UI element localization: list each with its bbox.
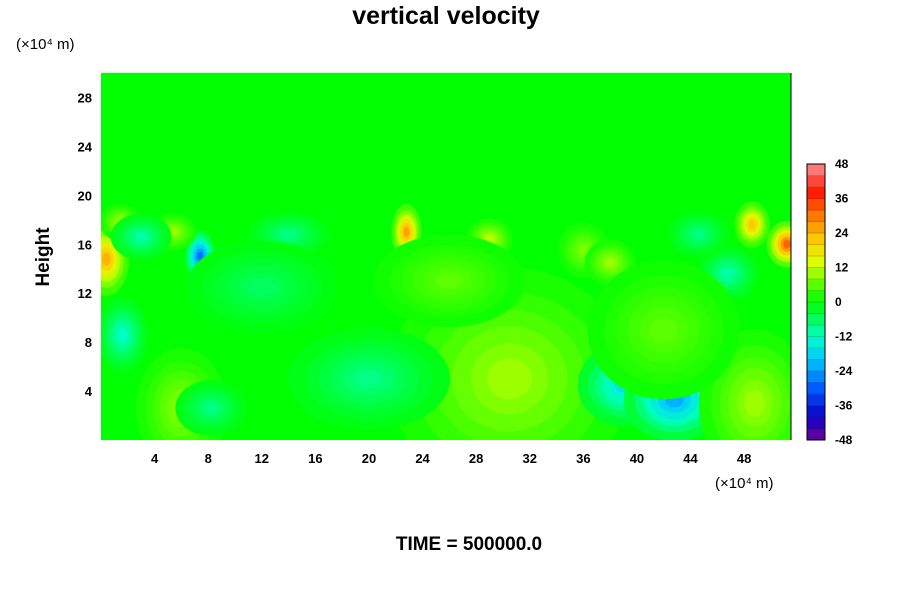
heatmap-contour xyxy=(117,327,128,342)
y-tick-label: 12 xyxy=(78,286,92,301)
heatmap-feature xyxy=(587,260,740,400)
y-tick-label: 8 xyxy=(85,335,92,350)
colorbar-frame xyxy=(806,163,826,441)
y-axis-unit-label: (×10⁴ m) xyxy=(16,36,75,53)
colorbar-tick-label: -48 xyxy=(835,433,853,447)
x-tick-label: 32 xyxy=(523,451,537,466)
heatmap-contour xyxy=(247,278,276,296)
heatmap-feature xyxy=(175,380,247,436)
colorbar-segment xyxy=(807,198,825,211)
x-tick-label: 20 xyxy=(362,451,376,466)
colorbar-segment xyxy=(807,405,825,418)
y-tick-label: 16 xyxy=(78,237,92,252)
colorbar-segment xyxy=(807,336,825,349)
x-tick-label: 40 xyxy=(630,451,644,466)
heatmap-contour xyxy=(649,317,678,343)
x-tick-label: 24 xyxy=(415,451,430,466)
x-tick-label: 4 xyxy=(151,451,159,466)
x-tick-label: 28 xyxy=(469,451,483,466)
colorbar-segment xyxy=(807,359,825,372)
x-tick-label: 44 xyxy=(683,451,698,466)
colorbar-segment xyxy=(807,382,825,395)
heatmap-contour xyxy=(722,268,734,279)
x-axis-unit-label: (×10⁴ m) xyxy=(715,475,774,492)
heatmap-contour xyxy=(403,226,410,238)
heatmap-contour xyxy=(353,369,384,389)
colorbar-segment xyxy=(807,233,825,245)
colorbar-segment xyxy=(807,313,825,326)
heatmap-feature xyxy=(373,234,526,328)
colorbar-tick-label: 48 xyxy=(835,157,849,171)
x-tick-label: 12 xyxy=(255,451,269,466)
heatmap-feature xyxy=(287,327,451,430)
colorbar-segment xyxy=(807,221,825,234)
colorbar-segment xyxy=(807,210,825,222)
heatmap-feature xyxy=(185,240,338,334)
heatmap-contour xyxy=(744,389,766,418)
x-tick-label: 36 xyxy=(576,451,590,466)
heatmap-contour xyxy=(281,230,297,239)
colorbar-segment xyxy=(807,267,825,280)
colorbar-tick-label: -36 xyxy=(835,399,853,413)
y-tick-label: 24 xyxy=(78,139,93,154)
colorbar-tick-label: 36 xyxy=(835,192,849,206)
heatmap-feature xyxy=(766,221,791,268)
heatmap-feature xyxy=(101,297,148,372)
y-tick-label: 20 xyxy=(78,188,92,203)
heatmap-feature xyxy=(110,213,172,261)
colorbar-tick-label: -12 xyxy=(835,330,853,344)
heatmap-contour xyxy=(487,358,533,400)
colorbar-segment xyxy=(807,348,825,360)
heatmap-contour xyxy=(783,239,791,249)
heatmap-feature xyxy=(668,211,729,258)
heatmap-contour xyxy=(204,403,218,414)
colorbar-segment xyxy=(807,244,825,257)
colorbar-tick-label: 12 xyxy=(835,261,849,275)
colorbar-segment xyxy=(807,394,825,406)
heatmap-contour xyxy=(435,272,464,290)
colorbar-segment xyxy=(807,290,825,303)
colorbar-segment xyxy=(807,325,825,337)
colorbar-segment xyxy=(807,428,825,441)
y-tick-label: 4 xyxy=(85,384,93,399)
colorbar-segment xyxy=(807,187,825,199)
heatmap-feature xyxy=(734,201,770,248)
colorbar-tick-label: -24 xyxy=(835,364,853,378)
heatmap-contour xyxy=(692,230,705,239)
y-tick-label: 28 xyxy=(78,90,92,105)
colorbar-segment xyxy=(807,164,825,176)
heatmap-contour xyxy=(102,252,111,266)
heatmap-feature xyxy=(584,239,636,286)
colorbar-ticks: 48 36 24 12 0 -12 -24 -36 -48 xyxy=(835,157,853,447)
heatmap-contour xyxy=(748,220,756,229)
y-axis-ticks: 4 8 12 16 20 24 28 xyxy=(78,90,93,399)
colorbar-segment xyxy=(807,279,825,291)
time-label: TIME = 500000.0 xyxy=(396,534,542,555)
y-axis-title: Height xyxy=(33,227,54,287)
x-axis-ticks: 4 8 12 16 20 24 28 32 36 40 44 48 xyxy=(151,451,751,466)
x-tick-label: 8 xyxy=(205,451,212,466)
colorbar-segment xyxy=(807,256,825,268)
heatmap-contour xyxy=(578,245,589,256)
colorbar-tick-label: 24 xyxy=(835,226,849,240)
heatmap-contour xyxy=(605,258,615,267)
x-tick-label: 48 xyxy=(737,451,751,466)
colorbar-segment xyxy=(807,371,825,383)
colorbar-segment xyxy=(807,417,825,429)
heatmap-contour xyxy=(135,232,147,242)
colorbar-segment xyxy=(807,302,825,314)
heatmap-feature xyxy=(387,267,632,440)
colorbar xyxy=(806,163,826,441)
colorbar-tick-label: 0 xyxy=(835,295,842,309)
x-tick-label: 16 xyxy=(308,451,322,466)
heatmap-feature xyxy=(101,221,130,296)
chart-title: vertical velocity xyxy=(352,2,540,30)
heatmap-field xyxy=(101,201,791,440)
colorbar-segment xyxy=(807,175,825,188)
